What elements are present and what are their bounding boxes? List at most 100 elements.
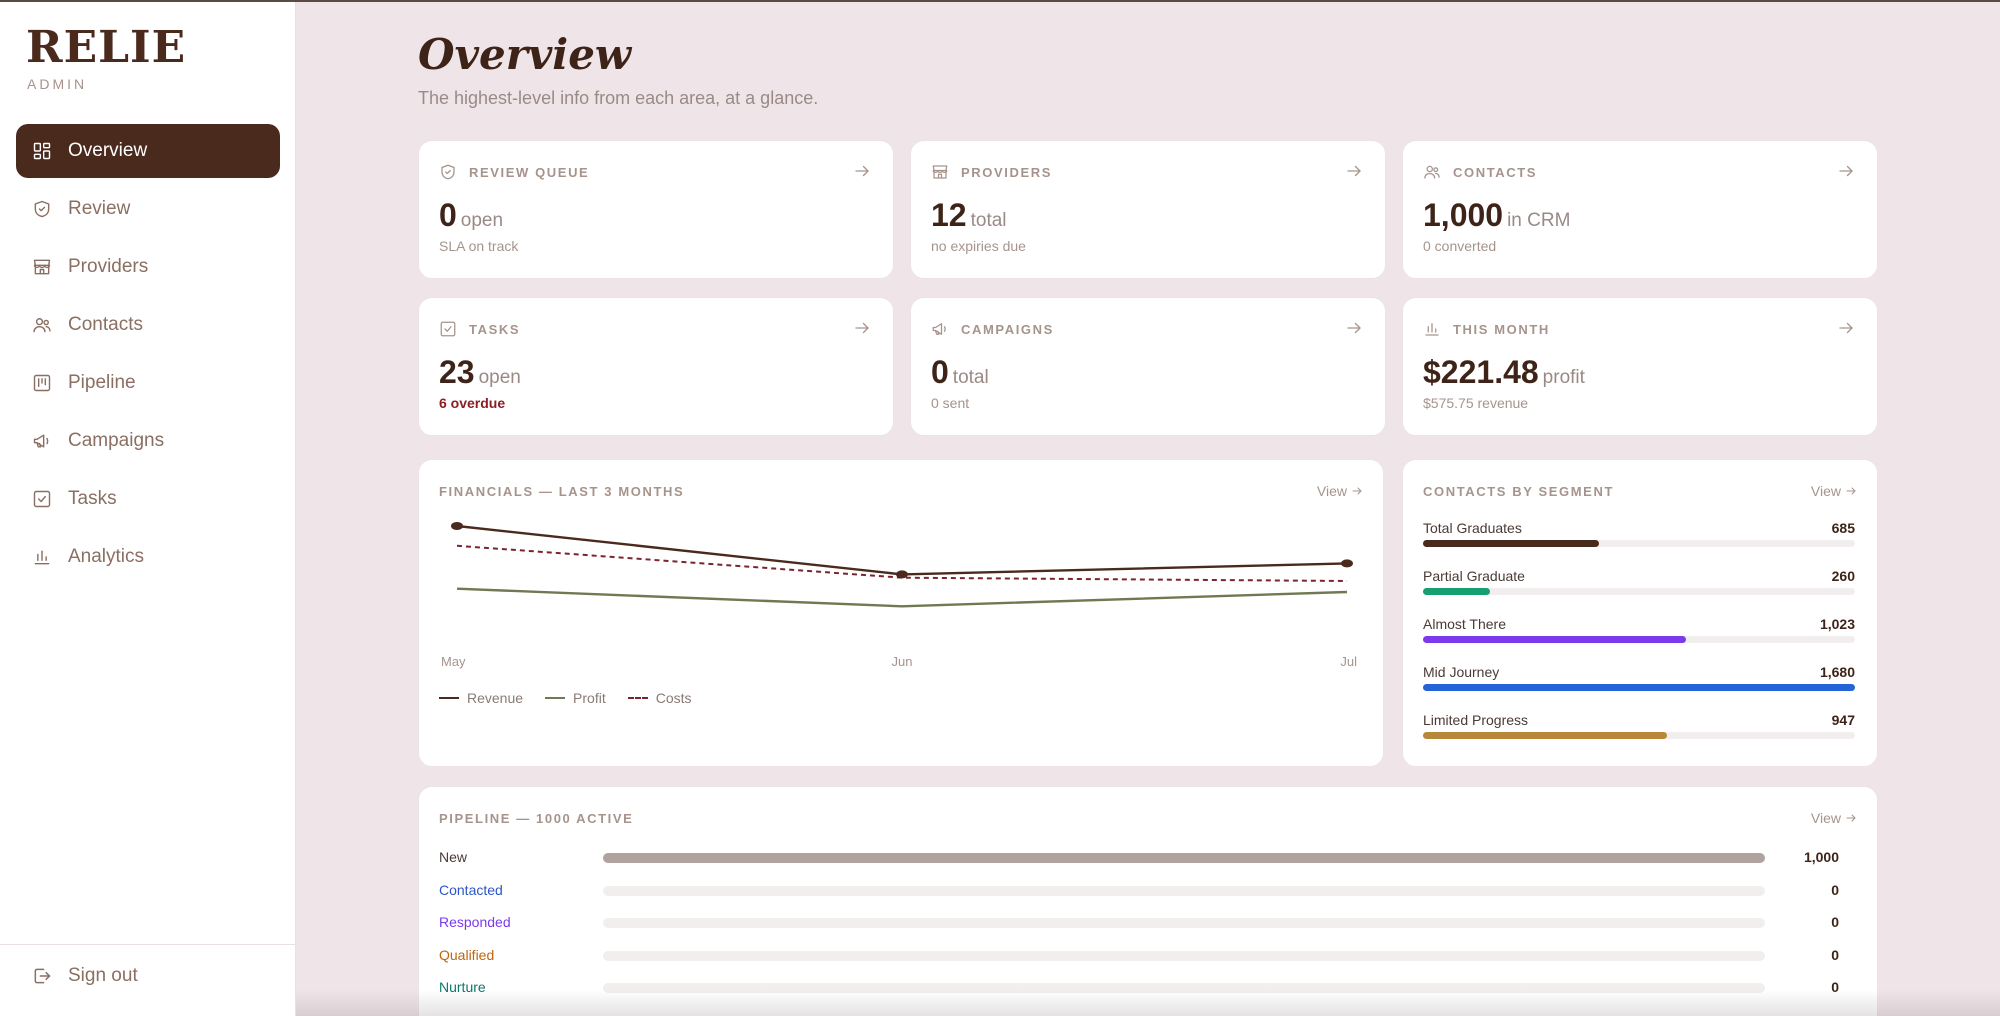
sign-out-button[interactable]: Sign out [32,965,138,987]
window-top-border [0,0,2000,2]
chart-legend: Revenue Profit Costs [439,690,714,706]
contacts-header: CONTACTS [1423,163,1537,181]
pipeline-title: PIPELINE — 1000 ACTIVE [439,811,634,826]
sidebar-item-review[interactable]: Review [16,182,280,236]
revenue-point[interactable] [896,570,908,579]
pipeline-row-responded: Responded 0 [439,912,1859,932]
financials-title: FINANCIALS — LAST 3 MONTHS [439,484,685,499]
providers-header: PROVIDERS [931,163,1052,181]
pipeline-stage-label: New [439,849,468,865]
stat-unit: total [952,367,989,388]
pipeline-view-label: View [1810,810,1841,826]
shield-check-icon [32,199,52,219]
arrow-right-icon[interactable] [1837,319,1855,337]
pipeline-stage-value: 0 [1831,946,1839,963]
stat-unit: total [970,210,1007,231]
this-month-value: $221.48 profit [1423,354,1585,391]
legend-swatch [627,697,648,699]
pipeline-row-nurture: Nurture 0 [439,977,1859,997]
revenue-point[interactable] [451,522,463,530]
stat-number: 0 [931,354,949,390]
tasks-value: 23 open [439,354,521,391]
stat-unit: open [460,210,504,231]
sidebar-item-label: Tasks [68,488,117,509]
review-queue-note: SLA on track [439,238,519,254]
x-tick-label: May [441,654,466,669]
pipeline-bar-track [603,983,1765,993]
contacts-title: CONTACTS [1453,164,1538,180]
legend-swatch [439,697,459,699]
legend-item-revenue[interactable]: Revenue [439,690,523,706]
sidebar-footer: Sign out [0,944,296,1016]
sidebar-item-label: Analytics [68,546,145,567]
arrow-right-icon[interactable] [853,162,871,180]
layout-grid-icon [32,141,52,161]
arrow-right-icon[interactable] [1345,319,1363,337]
segments-view-link[interactable]: View [1811,483,1857,499]
tasks-card[interactable]: TASKS 23 open 6 overdue [418,297,894,436]
review-queue-card[interactable]: REVIEW QUEUE 0 open SLA on track [418,140,894,279]
campaigns-card[interactable]: CAMPAIGNS 0 total 0 sent [910,297,1386,436]
arrow-right-icon[interactable] [1837,162,1855,180]
campaigns-value: 0 total [931,354,989,391]
sidebar-item-providers[interactable]: Providers [16,240,280,294]
revenue-point[interactable] [1341,559,1353,568]
stat-unit: in CRM [1507,210,1571,231]
bar-chart-icon [1423,320,1453,338]
segment-value: 1,023 [1819,616,1855,632]
tasks-header: TASKS [439,320,520,338]
contacts-value: 1,000 in CRM [1423,197,1570,234]
pipeline-view-link[interactable]: View [1811,810,1857,826]
providers-value: 12 total [931,197,1007,234]
sidebar-item-label: Campaigns [68,430,165,451]
brand[interactable]: RELIE ADMIN [26,26,186,93]
providers-note: no expiries due [931,238,1026,254]
series-line-costs [456,544,1348,582]
sidebar-item-analytics[interactable]: Analytics [16,530,280,584]
legend-label: Costs [655,690,692,706]
pipeline-bar-track [603,885,1765,896]
stat-number: 0 [439,197,457,233]
checkbox-icon [439,320,469,338]
sidebar-item-campaigns[interactable]: Campaigns [16,414,280,468]
this-month-card[interactable]: THIS MONTH $221.48 profit $575.75 revenue [1402,297,1878,436]
sidebar-item-label: Overview [68,140,148,161]
arrow-right-icon[interactable] [853,319,871,337]
arrow-right-icon [1846,814,1856,822]
pipeline-bar-track [603,918,1765,928]
segment-value: 947 [1831,712,1855,728]
financials-view-label: View [1316,483,1347,499]
legend-label: Revenue [467,690,524,706]
segment-bar-track [1423,684,1855,691]
arrow-right-icon[interactable] [1345,162,1363,180]
megaphone-icon [931,320,961,338]
segment-row: Mid Journey 1,680 [1423,664,1855,691]
tasks-title: TASKS [469,321,521,337]
this-month-note: $575.75 revenue [1423,395,1529,411]
sidebar-nav: Overview Review Providers Contacts Pipeline C… [16,124,280,588]
financials-view-link[interactable]: View [1317,483,1363,499]
series-line-revenue [456,524,1348,576]
segment-bar-fill [1423,684,1855,691]
providers-card[interactable]: PROVIDERS 12 total no expiries due [910,140,1386,279]
segment-row: Partial Graduate 260 [1423,568,1855,595]
page-title: Overview [418,30,632,79]
users-icon [32,315,52,335]
pipeline-stage-label: Qualified [439,946,495,963]
legend-item-costs[interactable]: Costs [627,690,692,706]
contacts-card[interactable]: CONTACTS 1,000 in CRM 0 converted [1402,140,1878,279]
legend-label: Profit [573,690,606,706]
shield-check-icon [439,163,469,181]
segment-value: 260 [1831,568,1855,584]
sidebar-item-pipeline[interactable]: Pipeline [16,356,280,410]
stat-number: 12 [931,197,967,233]
segment-bar-track [1423,540,1855,547]
series-line-profit [456,587,1348,608]
sidebar-item-contacts[interactable]: Contacts [16,298,280,352]
legend-item-profit[interactable]: Profit [545,690,606,706]
segments-view-label: View [1810,483,1841,499]
sidebar-item-label: Pipeline [68,372,136,393]
pipeline-stage-value: 0 [1831,881,1839,898]
sidebar-item-tasks[interactable]: Tasks [16,472,280,526]
sidebar-item-overview[interactable]: Overview [16,124,280,178]
